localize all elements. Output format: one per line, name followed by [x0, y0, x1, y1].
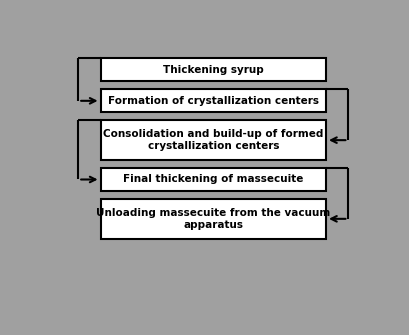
- FancyBboxPatch shape: [100, 89, 325, 113]
- FancyBboxPatch shape: [100, 168, 325, 191]
- FancyBboxPatch shape: [100, 199, 325, 239]
- FancyBboxPatch shape: [100, 58, 325, 81]
- Text: Final thickening of massecuite: Final thickening of massecuite: [123, 175, 303, 185]
- Text: Thickening syrup: Thickening syrup: [162, 65, 263, 75]
- Text: Unloading massecuite from the vacuum
apparatus: Unloading massecuite from the vacuum app…: [96, 208, 330, 229]
- Text: Consolidation and build-up of formed
crystallization centers: Consolidation and build-up of formed cry…: [103, 129, 323, 151]
- Text: Formation of crystallization centers: Formation of crystallization centers: [108, 96, 318, 106]
- FancyBboxPatch shape: [100, 120, 325, 160]
